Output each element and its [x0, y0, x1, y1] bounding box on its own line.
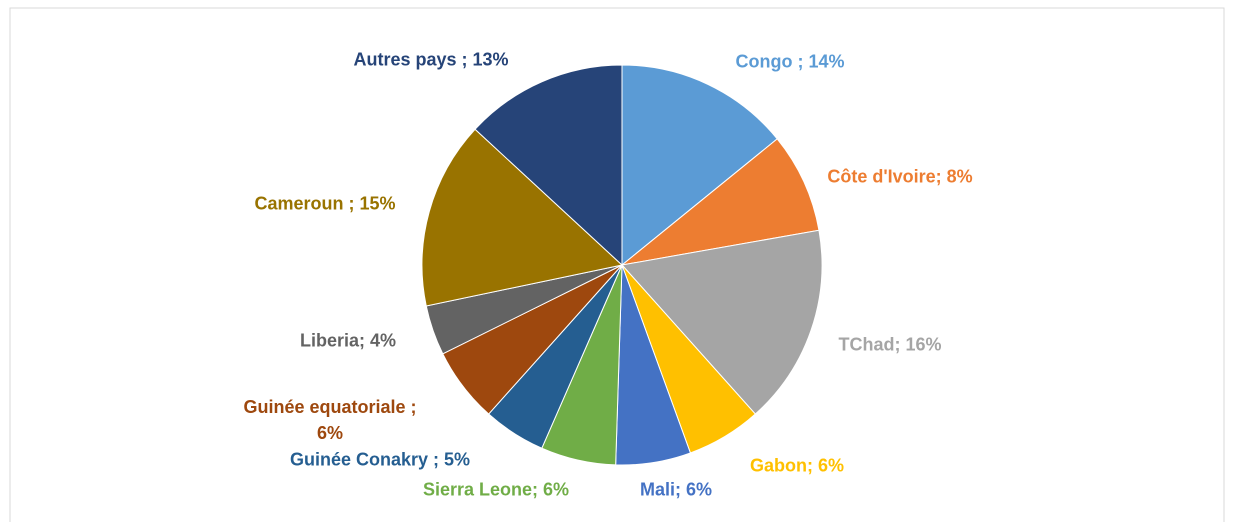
- data-label: Gabon; 6%: [749, 455, 845, 476]
- pie-slice: [621, 64, 778, 267]
- pie-slice: [474, 64, 623, 267]
- pie-slice: [621, 229, 823, 415]
- data-label: Guinée equatoriale ; 6%: [243, 397, 417, 443]
- data-label: Liberia; 4%: [299, 330, 397, 351]
- data-label: Guinée Conakry ; 5%: [289, 449, 471, 470]
- pie-slice: [620, 138, 820, 266]
- pie-slice: [421, 128, 624, 307]
- data-label: Sierra Leone; 6%: [422, 479, 570, 500]
- data-label: Cameroun ; 15%: [254, 193, 396, 214]
- frame: [9, 7, 1225, 522]
- data-label: Congo ; 14%: [735, 51, 845, 72]
- data-label: TChad; 16%: [838, 334, 942, 355]
- data-label: Côte d'Ivoire; 8%: [827, 166, 973, 187]
- data-label: Mali; 6%: [639, 479, 713, 500]
- data-label: Autres pays ; 13%: [353, 49, 509, 70]
